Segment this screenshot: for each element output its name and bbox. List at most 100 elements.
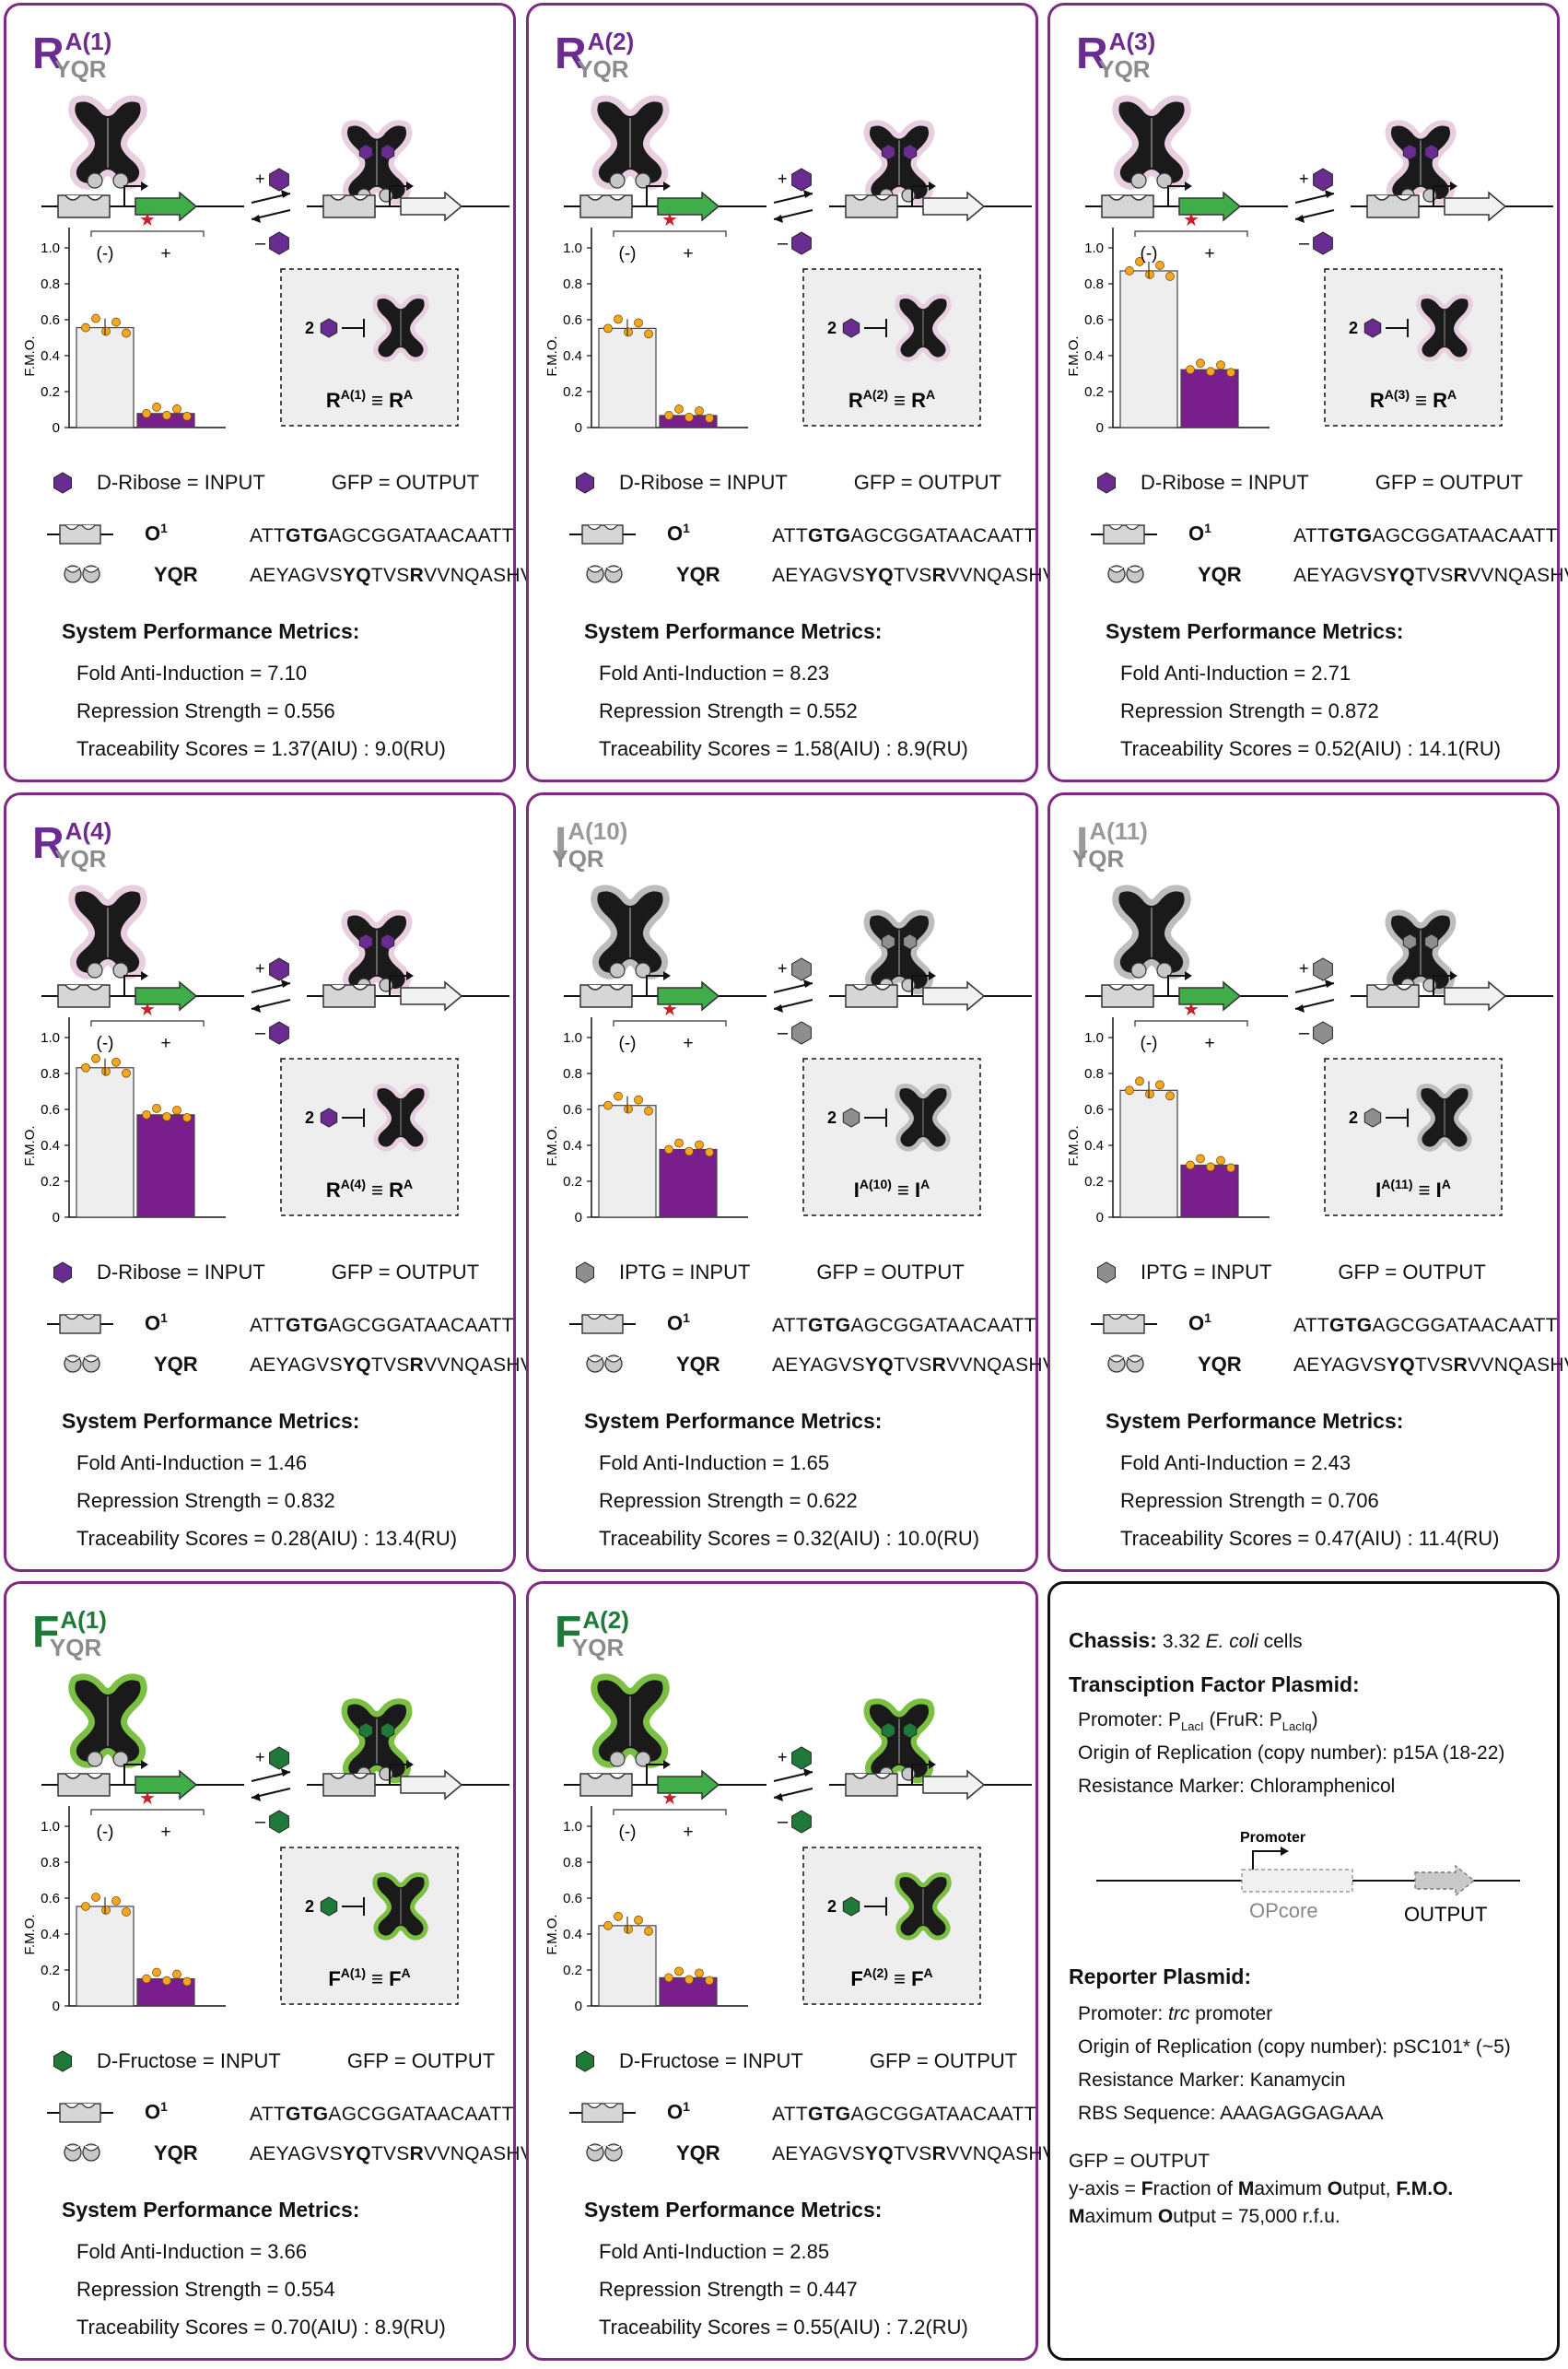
equivalence-label: RA(2) ≡ RA	[848, 387, 935, 412]
ybind-seq-part: YQ	[1386, 1355, 1415, 1376]
operator-seq-part: GTG	[808, 2104, 851, 2125]
operator-icon	[569, 2103, 636, 2123]
metrics-title: System Performance Metrics:	[1106, 1409, 1404, 1433]
ligand-remove-icon	[791, 231, 812, 255]
operator-name: O	[145, 2100, 161, 2124]
data-point	[634, 1915, 643, 1925]
mechanism-diagram: + – 0 0.2 0.4 0.6 0.8 1.0 F.M.O. (-) + ★ 2 IA(11) ≡ I…	[1066, 885, 1553, 1226]
y-axis-label: F.M.O.	[544, 1914, 560, 1954]
operator-seq-part: AGCGGATAACAATT	[1372, 1315, 1558, 1336]
operator-sequence: ATTGTGAGCGGATAACAATT	[250, 525, 514, 547]
ybind-sequence: AEYAGVSYQTVSRVVNQASHV	[250, 565, 533, 587]
operator-box-icon	[1101, 984, 1154, 1008]
repressor-unbound-icon	[68, 1673, 147, 1768]
opcore-box	[1241, 1869, 1353, 1893]
operator-seq-part: GTG	[286, 525, 329, 546]
yaxis-line-part: O	[1327, 2178, 1343, 2199]
dna-right	[307, 182, 509, 222]
ligand-remove-icon	[1313, 1021, 1333, 1045]
title-sub: YQR	[54, 845, 107, 873]
panel-ra4: RA(4)YQR + –0 0.2 0.4 0.6 0.8 1.0 F.M.O. (-) + ★ 2 RA…	[4, 792, 533, 1572]
data-point	[603, 323, 613, 334]
y-tick-label: 0	[1096, 1210, 1104, 1226]
ligand-bound-icon	[881, 1722, 895, 1739]
title-sup: A(4)	[64, 817, 112, 845]
operator-sup: 1	[683, 2099, 690, 2114]
ybind-seq-part: YQ	[342, 2143, 371, 2164]
tf-promoter-part: LacI	[1181, 1719, 1204, 1734]
panel-ra1: RA(1)YQR + –0 0.2 0.4 0.6 0.8 1.0 F.M.O. (-) + ★ 2 RA…	[4, 3, 533, 782]
data-point	[674, 1138, 684, 1148]
data-point	[1186, 1160, 1195, 1170]
stoichiometry-number: 2	[305, 1108, 314, 1127]
data-point	[91, 1893, 100, 1902]
minus-sign: –	[255, 1023, 266, 1043]
ybind-seq-part: YQ	[342, 1355, 371, 1376]
repressor-icon	[895, 1872, 952, 1941]
y-tick-label: 0.2	[563, 384, 582, 400]
operator-name: O	[667, 1311, 684, 1335]
metric-trace: Traceability Scores = 0.70(AIU) : 8.9(RU…	[76, 2316, 446, 2339]
operator-sup: 1	[1204, 521, 1211, 535]
plus-sign: +	[255, 170, 265, 188]
title-sup: A(2)	[587, 28, 635, 55]
input-label: D-Fructose = INPUT	[97, 2049, 281, 2072]
rep-rbs-part: RBS Sequence: AAAGAGGAGAAA	[1078, 2103, 1384, 2124]
ligand-icon	[842, 1108, 860, 1128]
y-tick-label: 0.6	[563, 1102, 582, 1118]
y-tick-label: 0.8	[41, 276, 60, 292]
ligand-bound-icon	[358, 144, 373, 160]
bar-minus	[76, 326, 135, 428]
category-label: +	[683, 244, 693, 264]
ligand-remove-icon	[791, 1810, 812, 1834]
metric-repression: Repression Strength = 0.556	[76, 699, 335, 722]
ligand-add-icon	[791, 1746, 812, 1770]
repressor-unbound-icon	[591, 1673, 670, 1768]
data-point	[152, 402, 161, 412]
metric-repression: Repression Strength = 0.447	[599, 2278, 858, 2301]
mechanism-diagram: +–00.20.40.60.81.0F.M.O.(-) +★2RA(3) ≡ RA	[1066, 95, 1553, 436]
input-legend: D-Fructose = INPUT GFP = OUTPUT	[51, 2049, 495, 2073]
promoter-arrow-icon	[389, 1764, 406, 1785]
repressor-bound-icon	[341, 1698, 413, 1784]
ligand-bound-icon	[1402, 933, 1417, 950]
ligand-bound-icon	[903, 933, 918, 950]
y-tick-label: 0.2	[563, 1174, 582, 1190]
yaxis-line-part: raction of	[1153, 2178, 1238, 2199]
gfp-gene-icon	[657, 980, 720, 1012]
output-label: GFP = OUTPUT	[869, 2049, 1018, 2072]
data-point	[705, 1976, 714, 1986]
operator-seq-part: ATT	[772, 525, 809, 546]
ybind-sequence: AEYAGVSYQTVSRVVNQASHV	[772, 2143, 1056, 2165]
panel-ra3: RA(3)YQR + –0 0.2 0.4 0.6 0.8 1.0 F.M.O. (-) + ★ 2 RA…	[1047, 3, 1568, 782]
bar-plus	[659, 1148, 718, 1218]
ybind-seq-part: R	[1453, 1355, 1469, 1376]
y-tick-label: 0	[575, 1210, 582, 1226]
operator-seq-part: ATT	[250, 525, 287, 546]
y-tick-label: 1.0	[563, 1030, 582, 1046]
chassis-line-part: cells	[1258, 1631, 1303, 1652]
ligand-icon	[842, 1896, 860, 1917]
operator-sequence: ATTGTGAGCGGATAACAATT	[772, 525, 1036, 547]
operator-box-icon	[579, 194, 633, 218]
output-label: OUTPUT	[1404, 1903, 1487, 1926]
y-tick-label: 0	[575, 1999, 582, 2014]
operator-icon	[569, 524, 636, 545]
stoichiometry-box	[802, 268, 981, 427]
operator-icon	[47, 2103, 113, 2123]
rep-promoter-part: Promoter:	[1078, 2003, 1169, 2024]
ligand-bound-icon	[1424, 144, 1439, 160]
binding-domain-icon	[87, 962, 103, 979]
y-tick-label: 0.6	[563, 1891, 582, 1906]
binding-domain-icon	[609, 1751, 626, 1767]
category-label: (-)	[619, 1823, 637, 1842]
input-ligand-icon	[53, 472, 72, 494]
repressor-bound-icon	[1385, 909, 1457, 995]
metrics-title: System Performance Metrics:	[62, 1409, 360, 1433]
data-point	[1145, 270, 1154, 279]
panel-fa1: FA(1)YQR + –0 0.2 0.4 0.6 0.8 1.0 F.M.O. (-) + ★ 2 FA…	[4, 1581, 533, 2361]
bar-plus	[1180, 369, 1239, 428]
significance-bracket	[90, 1809, 205, 1815]
title-sup: A(10)	[568, 817, 628, 845]
data-point	[1145, 1089, 1154, 1099]
